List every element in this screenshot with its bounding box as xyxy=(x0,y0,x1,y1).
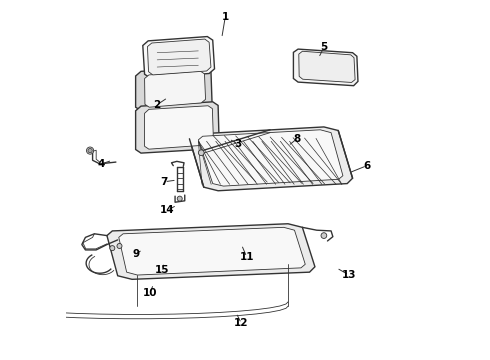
Text: 7: 7 xyxy=(161,177,168,187)
Polygon shape xyxy=(136,102,219,153)
Text: 3: 3 xyxy=(234,139,242,149)
Circle shape xyxy=(110,246,115,251)
Text: 12: 12 xyxy=(234,319,248,328)
Circle shape xyxy=(177,196,182,201)
Circle shape xyxy=(321,233,327,238)
Text: 15: 15 xyxy=(154,265,169,275)
Text: 13: 13 xyxy=(342,270,356,280)
Text: 6: 6 xyxy=(363,161,370,171)
Text: 9: 9 xyxy=(132,248,139,258)
Circle shape xyxy=(88,148,92,153)
Text: 10: 10 xyxy=(143,288,157,298)
Circle shape xyxy=(117,243,122,248)
Text: 4: 4 xyxy=(98,159,105,169)
Text: 11: 11 xyxy=(240,252,254,262)
Text: 14: 14 xyxy=(160,206,174,216)
Circle shape xyxy=(87,147,94,154)
Polygon shape xyxy=(147,39,211,75)
Polygon shape xyxy=(143,37,215,78)
Polygon shape xyxy=(198,130,343,186)
Text: 2: 2 xyxy=(153,100,161,110)
Polygon shape xyxy=(299,51,355,82)
Circle shape xyxy=(198,150,204,156)
Polygon shape xyxy=(119,227,305,275)
Polygon shape xyxy=(294,49,358,86)
Text: 1: 1 xyxy=(221,12,229,22)
Polygon shape xyxy=(136,67,212,111)
Polygon shape xyxy=(107,224,315,279)
Text: 5: 5 xyxy=(320,42,327,52)
Polygon shape xyxy=(145,71,205,107)
Polygon shape xyxy=(190,127,353,191)
Text: 8: 8 xyxy=(294,134,301,144)
Polygon shape xyxy=(145,106,214,149)
